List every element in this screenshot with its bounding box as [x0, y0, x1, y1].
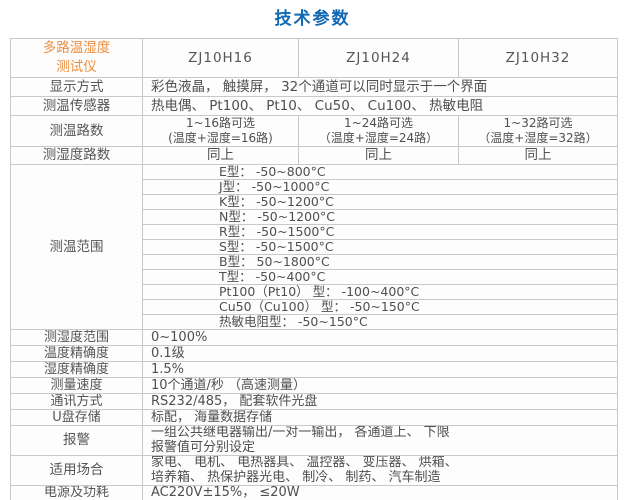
- row-value: RS232/485， 配套软件光盘: [142, 393, 618, 410]
- row-label: 测湿度路数: [10, 146, 143, 165]
- row-temp-accuracy: 温度精确度 0.1级: [10, 345, 618, 362]
- row-label: 湿度精确度: [10, 361, 143, 378]
- row-applications: 适用场合 家电、 电机、 电热器具、 温控器、 变压器、 烘箱、 培养箱、 热保…: [10, 455, 618, 486]
- row-label: 温度精确度: [10, 345, 143, 362]
- temp-range-item: T型： -50~400°C: [142, 269, 618, 285]
- row-label: 适用场合: [10, 455, 143, 486]
- header-row: 多路温湿度 测试仪 ZJ10H16 ZJ10H24 ZJ10H32: [10, 38, 618, 78]
- temp-range-item: E型： -50~800°C: [142, 164, 618, 180]
- temp-range-item: K型： -50~1200°C: [142, 194, 618, 210]
- model-zj10h32: ZJ10H32: [458, 38, 618, 78]
- temp-range-item: 热敏电阻型： -50~150°C: [142, 314, 618, 330]
- temp-range-item: J型： -50~1000°C: [142, 179, 618, 195]
- row-value: 0.1级: [142, 345, 618, 362]
- temp-range-item: R型： -50~1500°C: [142, 224, 618, 240]
- row-value: 家电、 电机、 电热器具、 温控器、 变压器、 烘箱、 培养箱、 热保护器光电、…: [142, 455, 618, 486]
- temp-channels-zj10h32: 1~32路可选 （温度+湿度=32路）: [458, 115, 618, 147]
- row-label: 测温路数: [10, 115, 143, 147]
- row-power: 电源及功耗 AC220V±15%， ≤20W: [10, 485, 618, 500]
- row-humidity-accuracy: 湿度精确度 1.5%: [10, 361, 618, 378]
- model-zj10h24: ZJ10H24: [298, 38, 459, 78]
- row-humidity-channels: 测湿度路数 同上 同上 同上: [10, 146, 618, 165]
- row-value: 热电偶、 Pt100、 Pt10、 Cu50、 Cu100、 热敏电阻: [142, 96, 618, 116]
- row-value: 10个通道/秒 （高速测量）: [142, 377, 618, 394]
- row-value: 1.5%: [142, 361, 618, 378]
- temp-channels-zj10h24: 1~24路可选 （温度+湿度=24路）: [298, 115, 459, 147]
- row-label: U盘存储: [10, 409, 143, 426]
- row-temp-range-r: R型： -50~1500°C: [11, 224, 618, 240]
- row-temp-range-cu50: Cu50（Cu100） 型： -50~150°C: [11, 299, 618, 315]
- row-label: 测温传感器: [10, 96, 143, 116]
- row-label: 测湿度范围: [10, 329, 143, 346]
- row-usb-storage: U盘存储 标配， 海量数据存储: [10, 409, 618, 426]
- humidity-channels-zj10h24: 同上: [298, 146, 459, 165]
- row-humidity-range: 测湿度范围 0~100%: [10, 329, 618, 346]
- row-label: 报警: [10, 425, 143, 456]
- temp-range-item: N型： -50~1200°C: [142, 209, 618, 225]
- humidity-channels-zj10h32: 同上: [458, 146, 618, 165]
- row-label: 测量速度: [10, 377, 143, 394]
- temp-range-item: S型： -50~1500°C: [142, 239, 618, 255]
- row-value: 彩色液晶， 触摸屏， 32个通道可以同时显示于一个界面: [142, 77, 618, 97]
- row-temp-range-e: 测温范围 E型： -50~800°C: [10, 164, 618, 330]
- temp-range-item: Cu50（Cu100） 型： -50~150°C: [142, 299, 618, 315]
- spec-table: 多路温湿度 测试仪 ZJ10H16 ZJ10H24 ZJ10H32 显示方式 彩…: [10, 38, 618, 500]
- row-alarm: 报警 一组公共继电器输出/一对一输出， 各通道上、 下限 报警值可分别设定: [10, 425, 618, 456]
- row-label: 显示方式: [10, 77, 143, 97]
- row-temp-channels: 测温路数 1~16路可选 (温度+湿度=16路) 1~24路可选 （温度+湿度=…: [10, 115, 618, 147]
- row-value: AC220V±15%， ≤20W: [142, 485, 618, 500]
- row-comm: 通讯方式 RS232/485， 配套软件光盘: [10, 393, 618, 410]
- row-label: 电源及功耗: [10, 485, 143, 500]
- product-label: 多路温湿度 测试仪: [10, 38, 143, 78]
- row-value: 一组公共继电器输出/一对一输出， 各通道上、 下限 报警值可分别设定: [142, 425, 618, 456]
- row-display-mode: 显示方式 彩色液晶， 触摸屏， 32个通道可以同时显示于一个界面: [10, 77, 618, 97]
- humidity-channels-zj10h16: 同上: [142, 146, 299, 165]
- model-zj10h16: ZJ10H16: [142, 38, 299, 78]
- temp-range-label: 测温范围: [10, 164, 143, 330]
- page-title: 技术参数: [274, 9, 351, 29]
- row-value: 标配， 海量数据存储: [142, 409, 618, 426]
- temp-channels-zj10h16: 1~16路可选 (温度+湿度=16路): [142, 115, 299, 147]
- row-temp-range-k: K型： -50~1200°C: [11, 194, 618, 210]
- row-sensor-types: 测温传感器 热电偶、 Pt100、 Pt10、 Cu50、 Cu100、 热敏电…: [10, 96, 618, 116]
- row-speed: 测量速度 10个通道/秒 （高速测量）: [10, 377, 618, 394]
- temp-range-item: B型： 50~1800°C: [142, 254, 618, 270]
- row-label: 通讯方式: [10, 393, 143, 410]
- row-value: 0~100%: [142, 329, 618, 346]
- temp-range-item: Pt100（Pt10） 型： -100~400°C: [142, 284, 618, 300]
